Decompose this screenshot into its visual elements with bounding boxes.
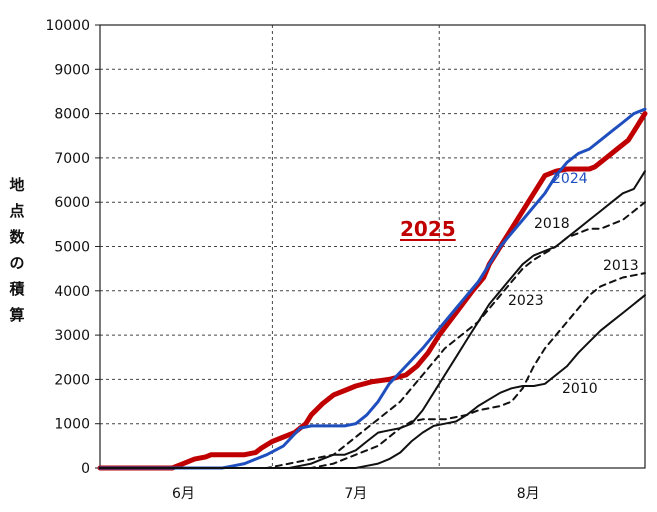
y-axis-label-char: 数 [9, 228, 25, 246]
series-line-2010 [99, 294, 646, 469]
y-axis-label-char: 地 [9, 176, 24, 194]
series-labels: 2025 2024 2018 2023 2013 2010 [400, 171, 639, 397]
y-axis: 0 1000 2000 3000 4000 5000 6000 7000 8000 9000 100… [45, 18, 100, 477]
y-tick-label: 9000 [54, 62, 90, 78]
y-tick-label: 1000 [54, 417, 90, 433]
y-tick-label: 3000 [54, 328, 90, 344]
y-tick-label: 2000 [54, 372, 90, 388]
x-tick-label: 6月 [172, 486, 195, 502]
series-label-2013: 2013 [603, 258, 639, 274]
y-axis-label-char: 算 [9, 306, 24, 324]
y-axis-label-char: の [9, 254, 24, 272]
series-label-2023: 2023 [508, 293, 544, 309]
y-axis-label-char: 点 [9, 202, 24, 220]
y-tick-label: 5000 [54, 240, 90, 256]
series-line-2023 [99, 170, 646, 469]
series-label-2018: 2018 [534, 216, 570, 232]
y-tick-label: 7000 [54, 151, 90, 167]
series-label-2025: 2025 [400, 217, 456, 241]
y-tick-label: 4000 [54, 284, 90, 300]
series-line-2025 [97, 111, 648, 471]
y-tick-label: 8000 [54, 107, 90, 123]
x-tick-label: 7月 [344, 486, 367, 502]
series-line-2018 [99, 201, 646, 469]
grid [100, 25, 645, 468]
series-line-2013 [99, 272, 646, 469]
y-tick-label: 10000 [45, 18, 90, 34]
y-axis-label-char: 積 [8, 280, 25, 298]
series-lines [97, 107, 648, 471]
series-line-2024 [98, 107, 647, 470]
y-tick-label: 6000 [54, 195, 90, 211]
series-label-2010: 2010 [562, 381, 598, 397]
x-axis: 6月 7月 8月 [172, 486, 540, 502]
y-tick-label: 0 [81, 461, 90, 477]
series-label-2024: 2024 [552, 171, 588, 187]
x-tick-label: 8月 [517, 486, 540, 502]
